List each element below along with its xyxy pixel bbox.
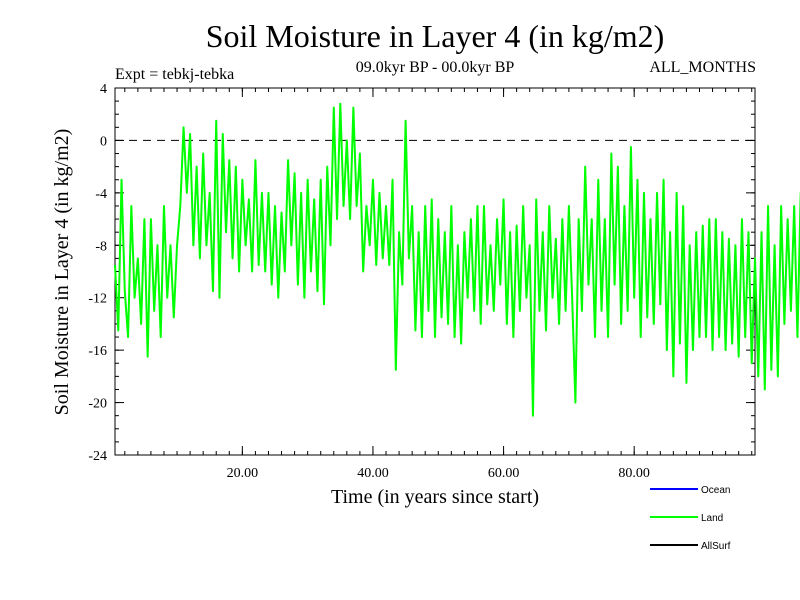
legend-label-allsurf: AllSurf — [701, 541, 731, 552]
y-axis-label: Soil Moisture in Layer 4 (in kg/m2) — [51, 129, 73, 416]
legend: Ocean Land AllSurf — [650, 485, 731, 552]
y-tick-label: -24 — [88, 449, 107, 464]
x-tick-label: 60.00 — [488, 466, 520, 481]
y-tick-label: -8 — [95, 239, 107, 254]
series-line-land — [114, 102, 800, 417]
time-range-label: 09.0kyr BP - 00.0kyr BP — [356, 59, 515, 76]
y-tick-label: -12 — [88, 292, 107, 307]
experiment-label: Expt = tebkj-tebka — [115, 66, 234, 83]
y-tick-label: -4 — [95, 187, 107, 202]
y-tick-label: 4 — [100, 82, 107, 97]
y-tick-label: -16 — [88, 344, 107, 359]
x-axis-label: Time (in years since start) — [331, 486, 539, 508]
legend-label-land: Land — [701, 513, 723, 524]
x-tick-label: 40.00 — [357, 466, 389, 481]
legend-label-ocean: Ocean — [701, 485, 730, 496]
x-tick-label: 80.00 — [618, 466, 650, 481]
y-tick-label: 0 — [100, 134, 107, 149]
chart-title: Soil Moisture in Layer 4 (in kg/m2) — [206, 18, 665, 54]
x-tick-label: 20.00 — [227, 466, 259, 481]
months-label: ALL_MONTHS — [649, 59, 756, 76]
y-tick-label: -20 — [88, 397, 107, 412]
